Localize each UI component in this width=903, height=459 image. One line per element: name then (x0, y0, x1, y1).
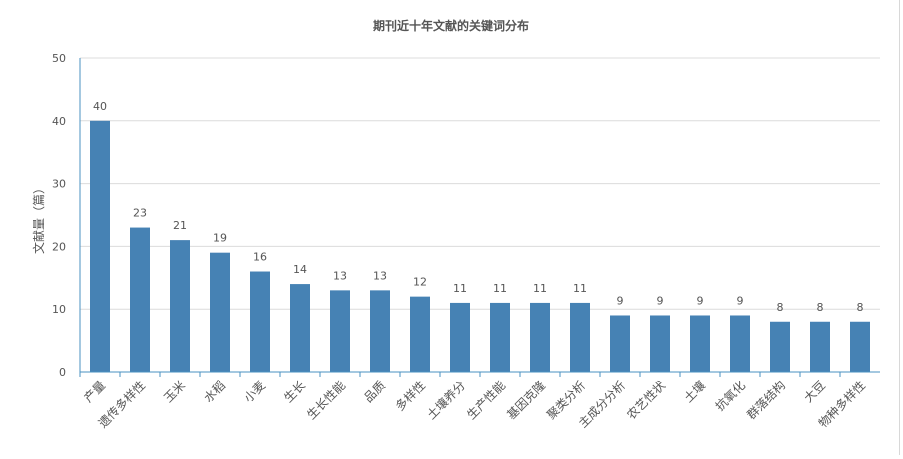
panel-edge (899, 0, 900, 455)
data-label: 11 (533, 282, 547, 295)
y-axis-label: 文献量（篇） (31, 182, 46, 254)
data-label: 11 (493, 282, 507, 295)
data-label: 14 (293, 263, 307, 276)
data-label: 11 (453, 282, 467, 295)
data-label: 16 (253, 251, 267, 264)
x-tick-label: 生长 (281, 378, 308, 405)
x-tick-label: 土壤养分 (424, 378, 469, 423)
x-tick-label: 生产性能 (464, 378, 508, 422)
y-tick-label: 10 (52, 303, 66, 316)
data-label: 13 (373, 269, 387, 282)
bar (410, 296, 430, 372)
y-tick-label: 30 (52, 178, 66, 191)
bar (250, 271, 270, 372)
x-tick-label: 多样性 (392, 378, 428, 414)
y-tick-label: 50 (52, 52, 66, 65)
bar (850, 321, 870, 372)
data-label: 12 (413, 276, 427, 289)
x-tick-label: 大豆 (801, 378, 828, 405)
data-label: 9 (617, 294, 624, 307)
chart-title: 期刊近十年文献的关键词分布 (373, 18, 529, 33)
bar (330, 290, 350, 372)
x-tick-label: 品质 (361, 378, 388, 405)
bar (90, 120, 110, 372)
x-tick-label: 小麦 (241, 378, 268, 405)
bar (810, 321, 830, 372)
bar (210, 252, 230, 372)
y-tick-label: 20 (52, 240, 66, 253)
x-tick-label: 生长性能 (304, 378, 348, 422)
x-tick-label: 土壤 (681, 378, 709, 406)
bar (290, 284, 310, 372)
bar (570, 302, 590, 372)
data-label: 8 (777, 301, 784, 314)
x-tick-label: 产量 (81, 378, 108, 405)
bar (130, 227, 150, 372)
data-label: 21 (173, 219, 187, 232)
data-label: 8 (817, 301, 824, 314)
x-tick-label: 基因克隆 (504, 378, 549, 423)
bar (370, 290, 390, 372)
data-label: 9 (737, 294, 744, 307)
bar (730, 315, 750, 372)
bar (610, 315, 630, 372)
bar (450, 302, 470, 372)
bar (530, 302, 550, 372)
bars (90, 120, 870, 372)
bar (650, 315, 670, 372)
data-label: 11 (573, 282, 587, 295)
bar (170, 240, 190, 372)
x-tick-label: 农艺性状 (624, 378, 668, 422)
data-label: 23 (133, 207, 147, 220)
data-label: 9 (697, 294, 704, 307)
x-tick-label: 玉米 (161, 378, 188, 405)
data-labels: 40 23 21 19 16 14 13 13 12 11 11 11 11 9 9 9 9 8 8 8 (93, 100, 864, 314)
data-label: 9 (657, 294, 664, 307)
x-tick-label: 抗氧化 (712, 378, 748, 414)
data-label: 8 (857, 301, 864, 314)
data-label: 19 (213, 232, 227, 245)
y-tick-label: 40 (52, 115, 66, 128)
x-tick-label: 群落结构 (744, 378, 789, 423)
y-tick-label: 0 (59, 366, 66, 379)
bar (770, 321, 790, 372)
data-label: 40 (93, 100, 107, 113)
bar (690, 315, 710, 372)
bar (490, 302, 510, 372)
x-tick-label: 水稻 (201, 378, 228, 405)
grid-lines (80, 57, 880, 310)
data-label: 13 (333, 269, 347, 282)
